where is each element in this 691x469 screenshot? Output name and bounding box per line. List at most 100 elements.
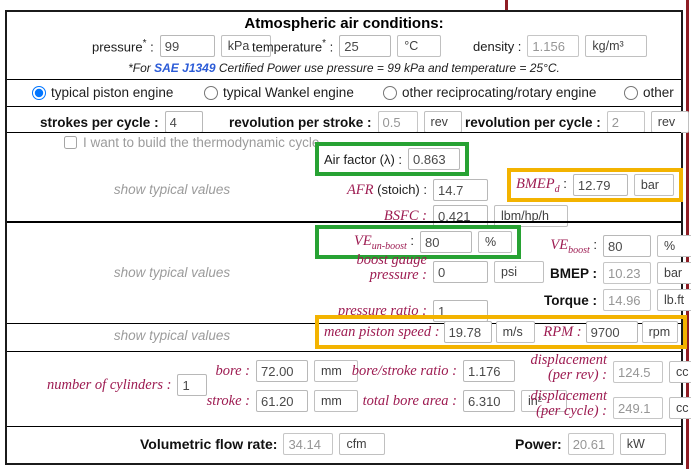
afr-label: AFR (stoich) : bbox=[346, 181, 427, 198]
displacement-per-rev-output bbox=[613, 361, 663, 383]
flow-rate-label: Volumetric flow rate: bbox=[140, 436, 278, 452]
stroke-input[interactable] bbox=[256, 390, 308, 412]
bsfc-input[interactable] bbox=[433, 205, 488, 227]
bore-group: bore : mm bbox=[155, 359, 358, 383]
bore-stroke-ratio-group: bore/stroke ratio : bbox=[307, 359, 515, 383]
cylinders-input[interactable] bbox=[177, 374, 208, 396]
rev-per-cycle-output bbox=[606, 111, 645, 133]
other-engine-label: other bbox=[643, 85, 674, 100]
density-unit-select[interactable]: kg/m³ bbox=[585, 35, 648, 57]
sae-j1349-link[interactable]: SAE J1349 bbox=[154, 61, 216, 75]
temperature-input[interactable] bbox=[339, 35, 392, 57]
bore-input[interactable] bbox=[256, 360, 308, 382]
temperature-label: temperature* : bbox=[252, 37, 334, 55]
afr-group: AFR (stoich) : bbox=[237, 178, 488, 202]
rev-per-cycle-label: revolution per cycle : bbox=[465, 114, 601, 130]
pressure-input[interactable] bbox=[159, 35, 215, 57]
boost-gauge-pressure-label: boost gauge pressure : bbox=[356, 252, 427, 283]
bmep-label: BMEP : bbox=[549, 265, 597, 281]
displacement-per-rev-unit-select[interactable]: cc bbox=[669, 361, 691, 383]
pressure-field-group: pressure* : kPa bbox=[92, 34, 271, 58]
engine-type-option-other[interactable]: other bbox=[624, 85, 674, 100]
strokes-per-cycle-group: strokes per cycle : bbox=[40, 110, 203, 134]
rev-per-stroke-group: revolution per stroke : rev bbox=[229, 110, 462, 134]
thermo-cycle-checkbox[interactable] bbox=[64, 136, 77, 149]
other-rotary-radio[interactable] bbox=[383, 85, 397, 100]
power-unit-select[interactable]: kW bbox=[619, 433, 666, 455]
cylinders-label: number of cylinders : bbox=[47, 376, 172, 393]
density-output bbox=[527, 35, 580, 57]
rpm-unit-select[interactable]: rpm bbox=[641, 321, 678, 343]
air-factor-input[interactable] bbox=[408, 148, 461, 170]
torque-unit-select[interactable]: lb.ft bbox=[657, 289, 691, 311]
rev-per-stroke-unit[interactable]: rev bbox=[423, 111, 462, 133]
bore-unit-select[interactable]: mm bbox=[314, 360, 358, 382]
displacement-per-cycle-output bbox=[613, 397, 663, 419]
divider-6 bbox=[7, 351, 681, 352]
page-edge-line-top bbox=[505, 0, 508, 11]
ve-unboost-label: VEun-boost : bbox=[354, 232, 414, 252]
show-typical-values-link-2[interactable]: show typical values bbox=[113, 265, 231, 280]
ve-unboost-input[interactable] bbox=[420, 231, 472, 253]
boost-gauge-pressure-input[interactable] bbox=[433, 261, 488, 283]
ve-unboost-unit-select[interactable]: % bbox=[478, 231, 512, 253]
speed-rpm-highlight: mean piston speed : m/s RPM : rpm bbox=[315, 315, 687, 349]
pressure-footnote-star: * bbox=[142, 37, 147, 49]
rev-per-stroke-label: revolution per stroke : bbox=[229, 114, 372, 130]
displacement-per-cycle-group: displacement(per cycle) : cc bbox=[502, 389, 691, 419]
cylinders-group: number of cylinders : bbox=[47, 373, 208, 397]
calculator-panel: Atmospheric air conditions: pressure* : … bbox=[5, 10, 691, 465]
engine-type-option-other-rotary[interactable]: other reciprocating/rotary engine bbox=[383, 85, 596, 100]
strokes-per-cycle-input[interactable] bbox=[164, 111, 203, 133]
mean-piston-speed-unit-select[interactable]: m/s bbox=[495, 321, 536, 343]
ve-unboost-highlight: VEun-boost : % bbox=[315, 225, 521, 259]
bmep-d-unit-select[interactable]: bar bbox=[633, 174, 674, 196]
bsfc-unit-select[interactable]: lbm/hp/h bbox=[494, 205, 568, 227]
total-bore-area-unit-select[interactable]: in² bbox=[521, 390, 567, 412]
piston-engine-radio[interactable] bbox=[32, 85, 46, 100]
show-typical-values-link-3[interactable]: show typical values bbox=[113, 328, 231, 343]
temperature-unit-select[interactable]: °C bbox=[397, 35, 442, 57]
other-engine-radio[interactable] bbox=[624, 85, 638, 100]
engine-type-option-piston[interactable]: typical piston engine bbox=[32, 85, 173, 100]
ve-boost-input[interactable] bbox=[603, 235, 651, 257]
displacement-per-cycle-label: displacement (per cycle) : bbox=[530, 388, 607, 419]
total-bore-area-input[interactable] bbox=[463, 390, 515, 412]
atmospheric-title: Atmospheric air conditions: bbox=[244, 15, 444, 32]
rev-per-cycle-unit[interactable]: rev bbox=[650, 111, 689, 133]
divider-1 bbox=[7, 79, 681, 80]
density-field-group: density : kg/m³ bbox=[473, 34, 648, 58]
bmep-d-label: BMEPd : bbox=[516, 175, 567, 195]
bore-stroke-ratio-input[interactable] bbox=[463, 360, 515, 382]
other-rotary-label: other reciprocating/rotary engine bbox=[402, 85, 597, 100]
sae-note: *For SAE J1349 Certified Power use press… bbox=[128, 61, 560, 75]
power-label: Power: bbox=[515, 436, 562, 452]
afr-input[interactable] bbox=[433, 179, 488, 201]
bmep-unit-select[interactable]: bar bbox=[657, 262, 691, 284]
temperature-footnote-star: * bbox=[322, 37, 326, 49]
displacement-per-rev-group: displacement(per rev) : cc bbox=[502, 353, 691, 383]
total-bore-area-label: total bore area : bbox=[362, 392, 457, 409]
mean-piston-speed-input[interactable] bbox=[443, 321, 492, 343]
stroke-unit-select[interactable]: mm bbox=[314, 390, 358, 412]
show-typical-values-link-1[interactable]: show typical values bbox=[113, 182, 231, 197]
pressure-unit-select[interactable]: kPa bbox=[220, 35, 271, 57]
wankel-engine-radio[interactable] bbox=[204, 85, 218, 100]
power-output bbox=[567, 433, 614, 455]
flow-rate-output bbox=[283, 433, 334, 455]
ve-boost-unit-select[interactable]: % bbox=[657, 235, 691, 257]
rev-per-cycle-group: revolution per cycle : rev bbox=[465, 110, 689, 134]
bmep-d-input[interactable] bbox=[572, 174, 628, 196]
rpm-input[interactable] bbox=[585, 321, 638, 343]
divider-4 bbox=[7, 221, 681, 223]
displacement-per-cycle-unit-select[interactable]: cc bbox=[669, 397, 691, 419]
bmep-d-highlight: BMEPd : bar bbox=[507, 168, 683, 202]
engine-type-option-wankel[interactable]: typical Wankel engine bbox=[204, 85, 354, 100]
air-factor-highlight: Air factor (λ) : bbox=[315, 142, 470, 176]
flow-rate-unit-select[interactable]: cfm bbox=[339, 433, 386, 455]
boost-gauge-pressure-unit-select[interactable]: psi bbox=[494, 261, 544, 283]
thermo-cycle-option[interactable]: I want to build the thermodynamic cycle bbox=[64, 135, 319, 150]
total-bore-area-group: total bore area : in² bbox=[307, 389, 567, 413]
bore-label: bore : bbox=[215, 362, 251, 379]
